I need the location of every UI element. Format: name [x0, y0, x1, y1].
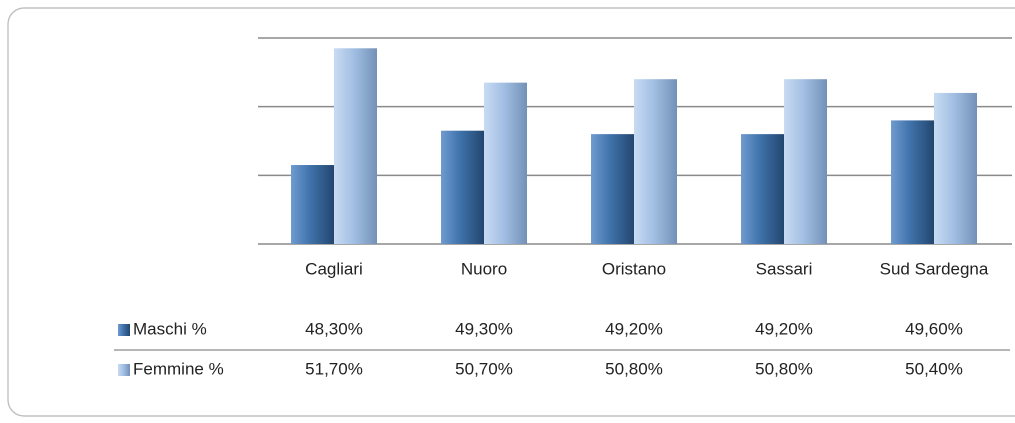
bar	[934, 92, 977, 244]
data-label: 50,70%	[455, 359, 513, 378]
legend-label: Maschi %	[133, 319, 207, 338]
data-label: 51,70%	[305, 359, 363, 378]
bar	[441, 130, 484, 244]
data-label: 49,60%	[905, 319, 963, 338]
bar	[891, 120, 934, 244]
data-label: 50,80%	[755, 359, 813, 378]
legend-key	[118, 364, 130, 376]
category-label: Nuoro	[461, 259, 507, 278]
bar	[291, 165, 334, 244]
bar	[334, 48, 377, 244]
chart-frame	[7, 7, 1015, 417]
category-label: Oristano	[602, 259, 666, 278]
data-label: 50,40%	[905, 359, 963, 378]
legend-label: Femmine %	[133, 359, 224, 378]
bar	[741, 134, 784, 244]
category-label: Cagliari	[305, 259, 363, 278]
bar	[484, 82, 527, 244]
data-label: 49,30%	[455, 319, 513, 338]
bar	[784, 79, 827, 244]
data-label: 49,20%	[605, 319, 663, 338]
category-label: Sassari	[756, 259, 813, 278]
data-label: 50,80%	[605, 359, 663, 378]
bar	[591, 134, 634, 244]
data-label: 49,20%	[755, 319, 813, 338]
legend-key	[118, 324, 130, 336]
data-label: 48,30%	[305, 319, 363, 338]
category-label: Sud Sardegna	[880, 259, 989, 278]
bar	[634, 79, 677, 244]
